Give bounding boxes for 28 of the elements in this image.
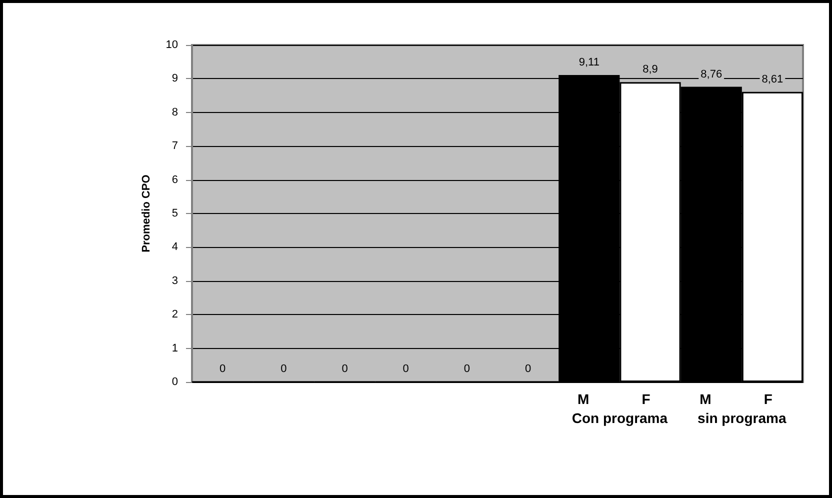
data-label: 0 [464, 362, 470, 375]
data-label: 8,9 [642, 64, 658, 76]
y-tick-label: 3 [172, 274, 178, 287]
data-label: 8,61 [762, 73, 784, 86]
data-label: 0 [280, 362, 287, 375]
data-label: 0 [342, 362, 348, 375]
x-tick-label: M [700, 391, 712, 407]
data-label: 0 [402, 362, 409, 375]
x-tick-label: M [577, 391, 590, 407]
text: Con programa [572, 410, 668, 426]
x-tick-label: F [642, 391, 651, 407]
y-tick-label: 8 [172, 106, 178, 118]
y-tick-label: 1 [172, 342, 178, 354]
y-tick-label: 4 [172, 241, 178, 254]
data-label: 0 [524, 362, 532, 375]
y-tick-label: 5 [172, 208, 178, 220]
data-label: 0 [219, 362, 226, 375]
y-tick-label: 7 [172, 140, 178, 152]
x-tick-label: F [764, 391, 773, 407]
y-tick-label: 10 [166, 39, 178, 51]
y-tick-label: 6 [172, 174, 178, 186]
y-tick-label: 9 [172, 72, 178, 85]
data-label: 9,11 [578, 56, 600, 68]
data-label: 8,76 [700, 68, 722, 80]
y-axis-title: Promedio CPO [140, 174, 152, 252]
y-tick-label: 2 [172, 308, 178, 321]
y-tick-label: 0 [172, 376, 178, 388]
text: sin programa [698, 410, 786, 426]
